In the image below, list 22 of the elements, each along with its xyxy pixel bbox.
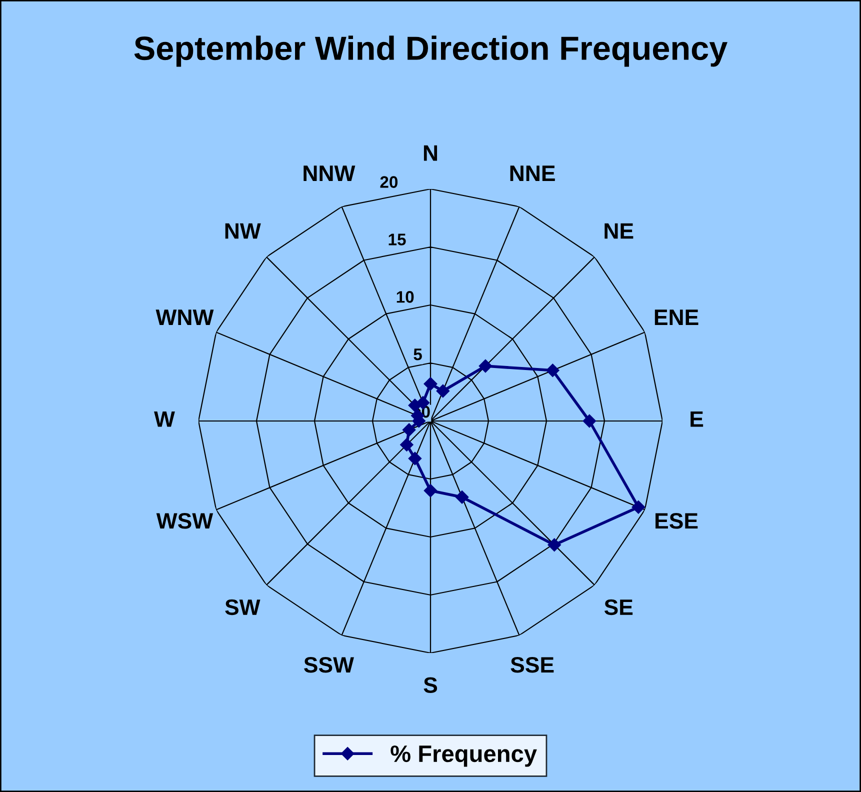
spoke-label: NNW (304, 166, 356, 181)
y-tick-label: 20 (380, 176, 398, 188)
spoke-label: NE (604, 223, 634, 239)
legend-label: % Frequency (390, 745, 537, 767)
spoke-label: ESE (656, 513, 698, 529)
spoke-label: NNE (510, 166, 555, 181)
spoke-label: E (690, 411, 704, 427)
spoke-label: ENE (654, 310, 698, 325)
spoke-label: SW (225, 599, 260, 616)
y-tick-label: 15 (388, 234, 406, 246)
spoke-label: WSW (156, 513, 214, 529)
spoke-label: S (424, 677, 438, 693)
spoke-label: N (424, 145, 438, 161)
y-tick-label: 5 (414, 348, 422, 360)
spoke-label: SSE (510, 657, 554, 673)
chart-title: September Wind Direction Frequency (134, 36, 728, 67)
spoke-label: SSW (304, 657, 354, 673)
spoke-label: WNW (156, 310, 214, 325)
spoke-label: SE (604, 599, 633, 616)
spoke-label: W (154, 411, 175, 427)
y-tick-label: 10 (396, 291, 414, 303)
spoke-label: NW (225, 223, 261, 239)
